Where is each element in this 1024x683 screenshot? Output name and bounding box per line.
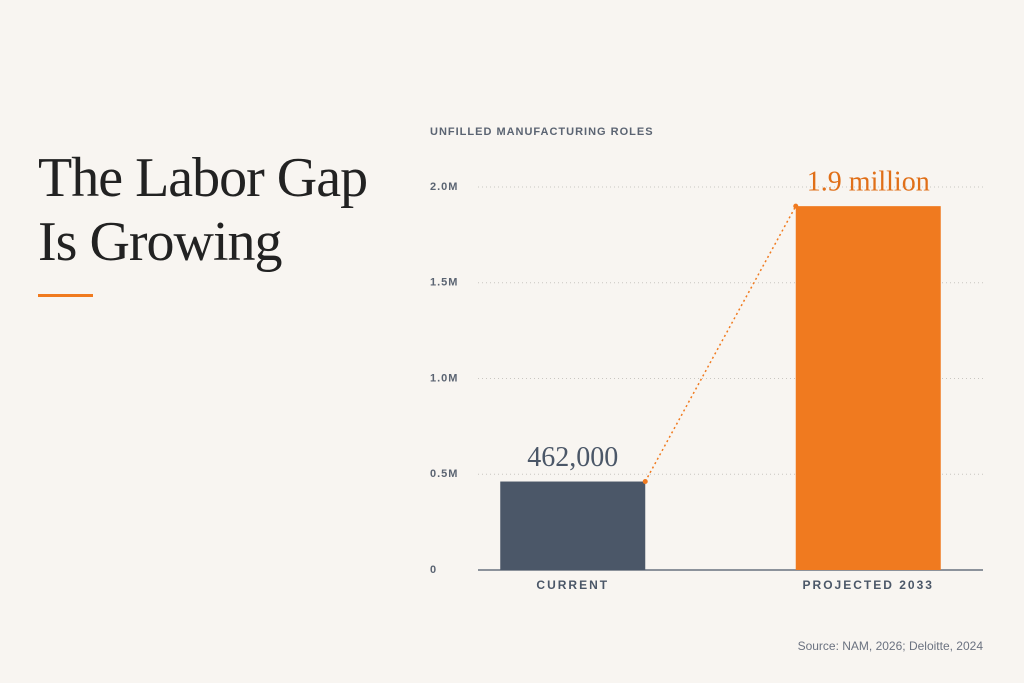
title-rule [38, 294, 93, 297]
y-tick-label: 1.5M [430, 277, 458, 289]
bar [500, 481, 646, 570]
value-label: 462,000 [527, 442, 618, 473]
connector-dot [642, 479, 648, 485]
source: Source: NAM, 2026; Deloitte, 2024 [798, 639, 984, 653]
slide-title: The Labor Gap Is Growing [38, 147, 368, 273]
y-tick-label: 0 [430, 564, 437, 576]
connector-dot [793, 203, 799, 209]
connector [644, 205, 797, 482]
y-tick-label: 1.0M [430, 372, 458, 384]
x-tick-label: CURRENT [536, 578, 609, 592]
y-tick-label: 0.5M [430, 468, 458, 480]
y-axis-label: UNFILLED MANUFACTURING ROLES [430, 126, 654, 138]
x-tick-label: PROJECTED 2033 [803, 578, 934, 592]
y-tick-label: 2.0M [430, 181, 458, 193]
value-label: 1.9 million [807, 167, 930, 198]
bar [795, 206, 941, 570]
